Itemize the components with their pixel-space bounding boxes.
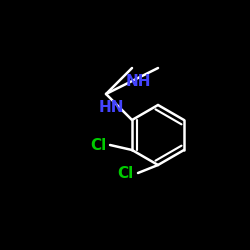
Text: HN: HN (98, 100, 124, 114)
Text: Cl: Cl (90, 138, 106, 152)
Text: NH: NH (125, 74, 151, 88)
Text: Cl: Cl (118, 166, 134, 180)
